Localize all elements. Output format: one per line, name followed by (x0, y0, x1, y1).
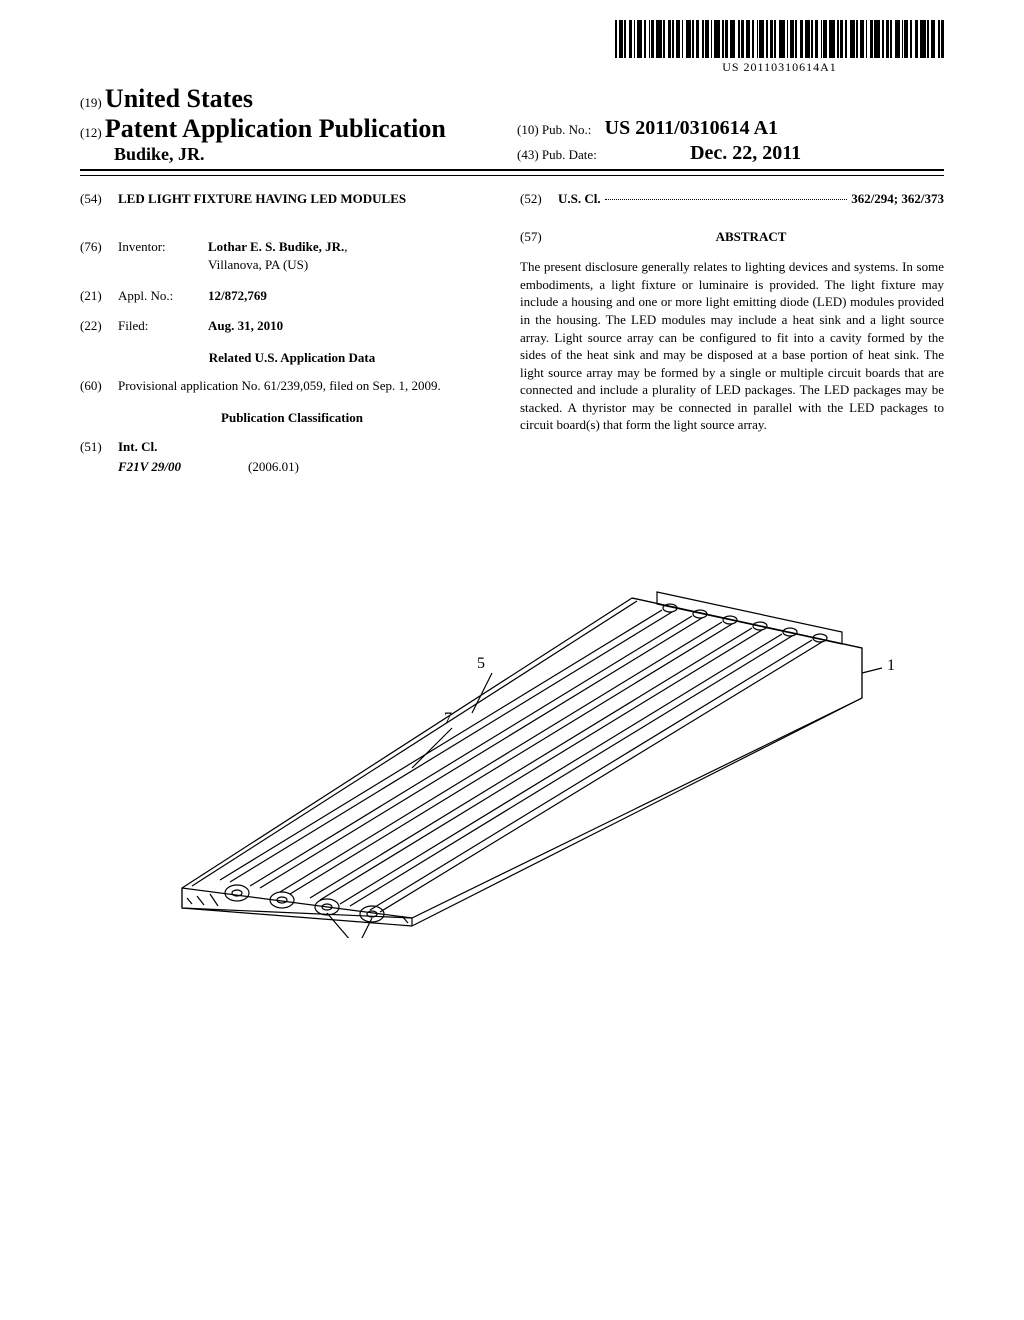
figure-container: 1 5 7 3 (80, 518, 944, 943)
patent-figure: 1 5 7 3 (122, 518, 902, 938)
appl-no: 12/872,769 (208, 287, 504, 305)
country-line: (19) United States (80, 84, 507, 114)
appl-label: Appl. No.: (118, 287, 208, 305)
inventor-label: Inventor: (118, 238, 208, 274)
filed-code: (22) (80, 317, 118, 335)
pub-date-line: (43) Pub. Date: Dec. 22, 2011 (517, 142, 944, 165)
header-divider (80, 175, 944, 176)
inventor-value: Lothar E. S. Budike, JR., Villanova, PA … (208, 238, 504, 274)
inventor-location: Villanova, PA (US) (208, 257, 308, 272)
appl-code: (21) (80, 287, 118, 305)
related-heading: Related U.S. Application Data (80, 349, 504, 367)
us-cl-value: 362/294; 362/373 (851, 190, 944, 208)
abstract-text: The present disclosure generally relates… (520, 258, 944, 433)
right-column: (52) U.S. Cl. 362/294; 362/373 (57) ABST… (520, 190, 944, 488)
filed-row: (22) Filed: Aug. 31, 2010 (80, 317, 504, 335)
int-cl-detail-row: F21V 29/00 (2006.01) (80, 458, 504, 476)
content-columns: (54) LED LIGHT FIXTURE HAVING LED MODULE… (80, 190, 944, 488)
pub-date-label: Pub. Date: (542, 147, 597, 162)
author-line: Budike, JR. (80, 144, 507, 165)
title-code: (54) (80, 190, 118, 226)
int-cl-class: F21V 29/00 (118, 458, 248, 476)
pub-title-line: (12) Patent Application Publication (80, 114, 507, 144)
pub-date-code: (43) (517, 147, 539, 162)
spacer (80, 458, 118, 476)
inventor-code: (76) (80, 238, 118, 274)
figure-label-5: 5 (477, 655, 485, 672)
int-cl-year: (2006.01) (248, 458, 299, 476)
filed-label: Filed: (118, 317, 208, 335)
patent-title: LED LIGHT FIXTURE HAVING LED MODULES (118, 190, 406, 208)
barcode: US 20110310614A1 (615, 20, 944, 75)
header-left: (19) United States (12) Patent Applicati… (80, 84, 507, 165)
pub-no-line: (10) Pub. No.: US 2011/0310614 A1 (517, 117, 944, 140)
filed-date: Aug. 31, 2010 (208, 317, 504, 335)
pub-no-label: Pub. No.: (542, 122, 591, 137)
barcode-section: US 20110310614A1 (80, 20, 944, 76)
abstract-code: (57) (520, 228, 558, 252)
provisional-row: (60) Provisional application No. 61/239,… (80, 377, 504, 395)
pub-no-code: (10) (517, 122, 539, 137)
abstract-header-row: (57) ABSTRACT (520, 228, 944, 252)
int-cl-code: (51) (80, 438, 118, 456)
pub-date: Dec. 22, 2011 (600, 142, 801, 164)
inventor-row: (76) Inventor: Lothar E. S. Budike, JR.,… (80, 238, 504, 274)
dots-leader (605, 190, 848, 200)
left-column: (54) LED LIGHT FIXTURE HAVING LED MODULE… (80, 190, 504, 488)
author-name: Budike, JR. (114, 144, 205, 164)
appl-row: (21) Appl. No.: 12/872,769 (80, 287, 504, 305)
country-code: (19) (80, 95, 102, 110)
int-cl-label: Int. Cl. (118, 438, 504, 456)
provisional-code: (60) (80, 377, 118, 395)
figure-label-7: 7 (444, 710, 452, 727)
header-right: (10) Pub. No.: US 2011/0310614 A1 (43) P… (507, 117, 944, 165)
pub-no: US 2011/0310614 A1 (595, 117, 778, 139)
classification-heading: Publication Classification (80, 409, 504, 427)
us-cl-label: U.S. Cl. (558, 190, 601, 208)
int-cl-row: (51) Int. Cl. (80, 438, 504, 456)
pub-type: Patent Application Publication (105, 114, 446, 143)
pub-type-code: (12) (80, 125, 102, 140)
inventor-name: Lothar E. S. Budike, JR. (208, 239, 344, 254)
barcode-number: US 20110310614A1 (615, 60, 944, 75)
figure-label-1: 1 (887, 657, 895, 674)
barcode-stripes (615, 20, 944, 58)
title-row: (54) LED LIGHT FIXTURE HAVING LED MODULE… (80, 190, 504, 226)
country-name: United States (105, 84, 253, 113)
provisional-text: Provisional application No. 61/239,059, … (118, 377, 504, 395)
us-cl-row: (52) U.S. Cl. 362/294; 362/373 (520, 190, 944, 208)
header: (19) United States (12) Patent Applicati… (80, 84, 944, 171)
us-cl-code: (52) (520, 190, 558, 208)
abstract-heading: ABSTRACT (558, 228, 944, 246)
